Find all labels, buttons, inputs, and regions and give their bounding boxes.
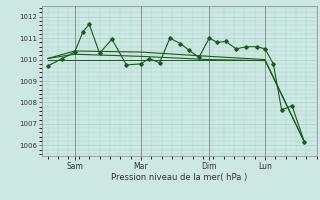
X-axis label: Pression niveau de la mer( hPa ): Pression niveau de la mer( hPa ) bbox=[111, 173, 247, 182]
